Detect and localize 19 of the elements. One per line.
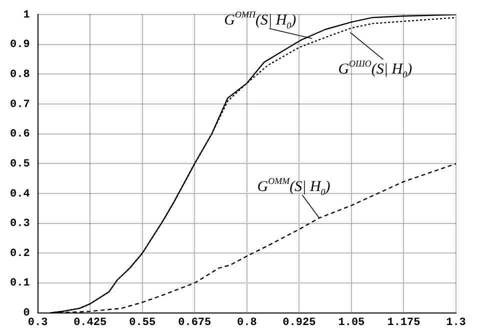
x-tick-label: 1.175: [387, 317, 421, 330]
x-tick-label: 0.55: [129, 317, 156, 330]
x-tick-label: 0.675: [178, 317, 212, 330]
x-tick-label: 0.8: [236, 317, 258, 330]
y-tick-label: 0.2: [10, 248, 30, 260]
y-tick-label: 0.9: [10, 39, 30, 52]
x-tick-label: 0.425: [74, 317, 107, 330]
y-tick-label: 0.4: [10, 188, 30, 200]
y-tick-label: 0.7: [10, 98, 30, 111]
x-tick-label: 1.05: [338, 317, 366, 330]
y-tick-label: 1: [23, 9, 30, 22]
y-tick-label: 0.6: [10, 128, 30, 141]
y-tick-label: 0.8: [10, 69, 30, 82]
y-tick-label: 0: [23, 308, 30, 320]
y-tick-label: 0.5: [10, 158, 30, 170]
x-tick-label: 1.3: [446, 317, 466, 330]
y-tick-label: 0.3: [10, 218, 30, 230]
y-tick-label: 0.1: [10, 278, 30, 290]
x-tick-label: 0.925: [282, 317, 316, 330]
